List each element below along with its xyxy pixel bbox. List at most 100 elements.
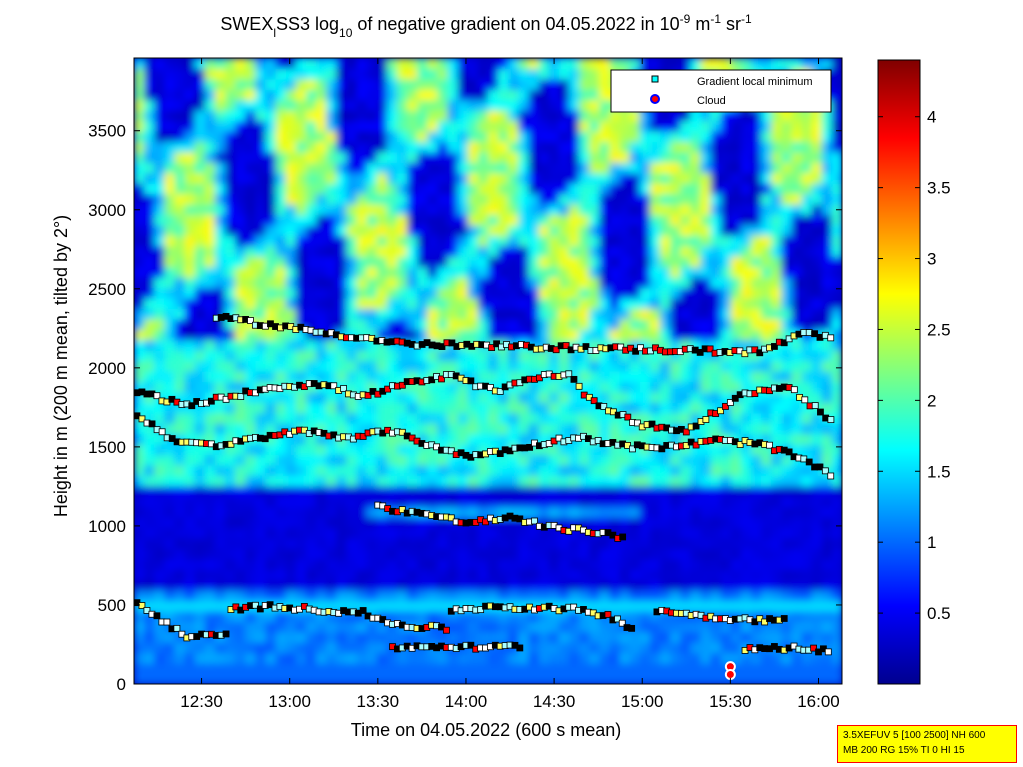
colorbar-tick-label: 1.5 bbox=[927, 462, 951, 481]
gradient-min-marker bbox=[614, 615, 621, 623]
gradient-min-marker bbox=[628, 624, 636, 632]
x-axis-label: Time on 04.05.2022 (600 s mean) bbox=[351, 720, 622, 740]
gradient-min-marker bbox=[637, 344, 644, 352]
gradient-min-marker bbox=[565, 370, 573, 378]
marker-layer bbox=[134, 312, 835, 681]
gradient-min-marker bbox=[624, 413, 632, 421]
gradient-min-marker bbox=[266, 601, 274, 609]
y-tick-label: 2000 bbox=[88, 359, 126, 378]
gradient-min-marker bbox=[467, 641, 475, 649]
gradient-min-marker bbox=[158, 428, 166, 436]
gradient-min-marker bbox=[496, 450, 504, 457]
colorbar-tick-label: 3 bbox=[927, 250, 936, 269]
legend-label-cloud: Cloud bbox=[697, 95, 726, 107]
gradient-min-marker bbox=[256, 605, 264, 613]
info-line-1: 3.5XEFUV 5 [100 2500] NH 600 bbox=[843, 730, 986, 741]
gradient-min-marker bbox=[178, 630, 186, 638]
gradient-min-marker bbox=[143, 607, 151, 614]
y-tick-label: 1500 bbox=[88, 438, 126, 457]
gradient-min-marker bbox=[766, 441, 773, 449]
legend: Gradient local minimum Cloud bbox=[610, 69, 832, 113]
gradient-min-marker bbox=[811, 330, 818, 338]
gradient-min-marker bbox=[487, 384, 494, 391]
gradient-min-marker bbox=[359, 433, 367, 440]
gradient-min-marker bbox=[604, 611, 612, 618]
gradient-min-marker bbox=[780, 339, 788, 347]
gradient-min-marker bbox=[138, 415, 146, 423]
gradient-min-marker bbox=[398, 381, 406, 389]
colorbar-tick-label: 4 bbox=[927, 108, 936, 127]
gradient-min-marker bbox=[702, 416, 710, 423]
gradient-min-marker bbox=[827, 416, 835, 424]
gradient-min-marker bbox=[252, 601, 259, 609]
x-tick-label: 13:00 bbox=[268, 692, 311, 711]
gradient-min-marker bbox=[398, 428, 406, 436]
gradient-min-marker bbox=[736, 441, 744, 448]
heatmap-plot bbox=[134, 58, 842, 684]
gradient-min-marker bbox=[741, 350, 749, 358]
gradient-min-marker bbox=[816, 463, 824, 471]
gradient-min-marker bbox=[173, 624, 181, 632]
info-line-2: MB 200 RG 15% TI 0 HI 15 bbox=[843, 745, 965, 756]
gradient-min-marker bbox=[237, 393, 245, 400]
gradient-min-marker bbox=[618, 619, 626, 627]
gradient-min-marker bbox=[726, 399, 734, 406]
colorbar-tick-label: 0.5 bbox=[927, 604, 951, 623]
gradient-min-marker bbox=[562, 342, 570, 349]
gradient-min-marker bbox=[477, 606, 485, 614]
gradient-min-marker bbox=[207, 397, 215, 405]
x-axis: 12:30 13:00 13:30 14:00 14:30 15:00 15:30 16:00 bbox=[180, 58, 840, 711]
gradient-min-marker bbox=[222, 630, 230, 638]
gradient-min-marker bbox=[438, 375, 445, 383]
gradient-min-marker bbox=[384, 385, 392, 393]
gradient-min-marker bbox=[330, 382, 338, 390]
gradient-min-marker bbox=[658, 445, 666, 453]
legend-label-gradient-min: Gradient local minimum bbox=[697, 76, 813, 88]
y-axis: 0 500 1000 1500 2000 2500 3000 3500 bbox=[88, 122, 842, 694]
x-tick-label: 14:30 bbox=[533, 692, 576, 711]
info-box: 3.5XEFUV 5 [100 2500] NH 600 MB 200 RG 1… bbox=[837, 725, 1017, 763]
colorbar: 0.5 1 1.5 2 2.5 3 3.5 4 bbox=[877, 59, 951, 685]
gradient-min-marker bbox=[600, 403, 608, 410]
gradient-min-marker bbox=[516, 515, 524, 523]
gradient-min-marker bbox=[359, 607, 367, 614]
gradient-min-marker bbox=[447, 514, 455, 522]
gradient-min-marker bbox=[780, 615, 788, 622]
colorbar-tick-label: 3.5 bbox=[927, 179, 951, 198]
gradient-min-marker bbox=[448, 339, 456, 347]
gradient-min-marker bbox=[148, 420, 156, 428]
y-tick-label: 500 bbox=[98, 596, 126, 615]
gradient-min-marker bbox=[817, 408, 824, 416]
gradient-min-marker bbox=[722, 403, 729, 410]
gradient-min-marker bbox=[619, 533, 627, 541]
gradient-min-marker bbox=[153, 392, 161, 400]
gradient-min-marker bbox=[531, 517, 538, 525]
gradient-min-marker bbox=[496, 388, 504, 395]
legend-marker-cloud bbox=[650, 94, 660, 104]
gradient-min-marker bbox=[811, 402, 819, 409]
cloud-marker bbox=[724, 669, 736, 681]
gradient-min-marker bbox=[810, 644, 818, 652]
gradient-min-marker bbox=[801, 396, 809, 404]
x-tick-label: 16:00 bbox=[797, 692, 840, 711]
x-tick-label: 12:30 bbox=[180, 692, 223, 711]
gradient-min-marker bbox=[692, 441, 700, 449]
gradient-min-marker bbox=[482, 518, 489, 526]
y-tick-label: 0 bbox=[117, 675, 126, 694]
gradient-min-marker bbox=[153, 612, 161, 620]
gradient-min-marker bbox=[731, 394, 739, 402]
x-tick-label: 15:30 bbox=[709, 692, 752, 711]
gradient-min-marker bbox=[364, 391, 372, 399]
colorbar-tick-label: 1 bbox=[927, 533, 936, 552]
gradient-min-marker bbox=[717, 407, 724, 415]
gradient-min-marker bbox=[516, 644, 524, 652]
gradient-min-marker bbox=[582, 343, 590, 350]
gradient-min-marker bbox=[398, 506, 406, 514]
gradient-min-marker bbox=[634, 419, 641, 427]
gradient-min-marker bbox=[526, 443, 534, 451]
gradient-min-marker bbox=[632, 347, 640, 355]
gradient-min-marker bbox=[785, 448, 793, 456]
gradient-min-marker bbox=[824, 648, 832, 656]
gradient-min-marker bbox=[570, 375, 578, 383]
